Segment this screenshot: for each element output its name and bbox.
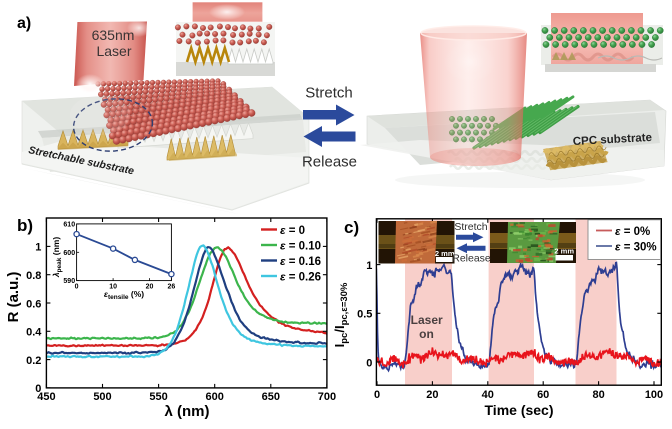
svg-text:ε = 0.10: ε = 0.10 [280,241,321,253]
svg-text:ε = 0%: ε = 0% [615,226,650,238]
svg-text:0: 0 [75,284,79,291]
svg-text:590: 590 [63,278,75,285]
svg-text:ε = 0: ε = 0 [280,225,305,237]
svg-text:λ (nm): λ (nm) [165,403,210,420]
svg-text:1: 1 [35,242,41,254]
svg-text:Release: Release [302,154,357,171]
svg-text:λpeak (nm): λpeak (nm) [51,237,63,279]
svg-text:600: 600 [63,250,75,257]
svg-text:2 mm: 2 mm [554,247,574,256]
svg-text:1: 1 [366,260,372,272]
svg-text:0.5: 0.5 [357,309,372,321]
svg-text:0.8: 0.8 [26,270,41,282]
svg-text:a): a) [17,15,31,32]
svg-text:700: 700 [318,391,336,403]
svg-text:100: 100 [645,389,663,401]
svg-text:0.6: 0.6 [26,298,41,310]
svg-text:0.2: 0.2 [26,355,41,367]
svg-text:ε = 0.16: ε = 0.16 [280,256,321,268]
svg-text:Release: Release [452,253,491,265]
svg-text:2 mm: 2 mm [435,249,455,258]
svg-text:20: 20 [146,284,154,291]
svg-text:10: 10 [109,284,117,291]
svg-text:0: 0 [366,357,372,369]
svg-text:26: 26 [168,284,176,291]
svg-text:40: 40 [482,389,494,401]
svg-text:R (a.u.): R (a.u.) [5,272,22,323]
svg-text:ε = 30%: ε = 30% [615,242,657,254]
svg-text:Time (sec): Time (sec) [485,402,554,418]
svg-text:Laser: Laser [96,43,131,59]
svg-text:εtensile (%): εtensile (%) [104,289,144,301]
svg-text:Stretch: Stretch [305,85,353,102]
svg-text:ε = 0.26: ε = 0.26 [280,272,321,284]
svg-text:60: 60 [537,389,549,401]
svg-text:600: 600 [206,391,224,403]
svg-text:635nm: 635nm [92,27,135,43]
svg-text:650: 650 [262,391,280,403]
svg-text:0: 0 [35,383,41,395]
svg-text:550: 550 [149,391,167,403]
svg-text:20: 20 [426,389,438,401]
svg-text:b): b) [17,216,33,235]
svg-text:500: 500 [93,391,111,403]
svg-text:0: 0 [374,389,380,401]
svg-text:c): c) [344,218,359,237]
svg-text:80: 80 [592,389,604,401]
svg-text:450: 450 [37,391,55,403]
svg-text:CPC substrate: CPC substrate [573,132,653,148]
svg-text:0.4: 0.4 [26,327,42,339]
svg-text:Stretch: Stretch [454,221,487,233]
svg-text:610: 610 [63,222,75,229]
svg-text:Laser: Laser [411,313,443,327]
svg-text:on: on [419,327,434,341]
